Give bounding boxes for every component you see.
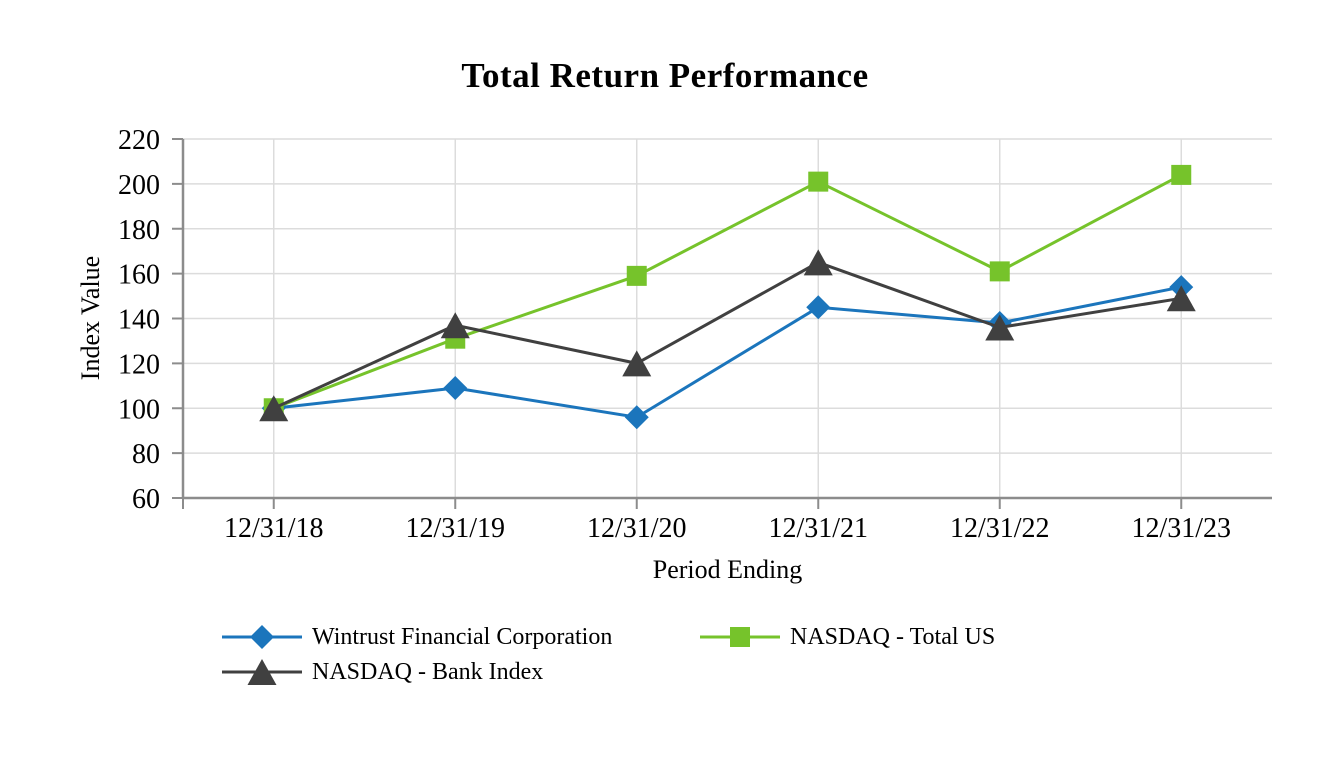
y-tick-label: 160 bbox=[118, 260, 160, 291]
diamond-marker bbox=[806, 295, 831, 320]
square-marker bbox=[808, 171, 829, 192]
x-tick-label: 12/31/23 bbox=[1131, 513, 1231, 544]
x-tick-label: 12/31/19 bbox=[405, 513, 505, 544]
x-tick-label: 12/31/18 bbox=[224, 513, 324, 544]
square-marker bbox=[1171, 164, 1192, 185]
y-tick-label: 180 bbox=[118, 215, 160, 246]
triangle-legend-marker-icon bbox=[222, 659, 302, 685]
y-tick-label: 140 bbox=[118, 305, 160, 336]
series-nasdaq-bank-index bbox=[259, 249, 1196, 422]
series-nasdaq-total-us bbox=[263, 164, 1192, 419]
x-tick-label: 12/31/21 bbox=[768, 513, 868, 544]
nasdaq-total-us-line bbox=[273, 173, 1182, 410]
legend-label-wintrust: Wintrust Financial Corporation bbox=[312, 623, 613, 650]
legend-item-wintrust: Wintrust Financial Corporation bbox=[222, 622, 700, 652]
legend-label-nasdaq-bank-index: NASDAQ - Bank Index bbox=[312, 658, 544, 685]
square-legend-marker-icon bbox=[700, 627, 780, 647]
triangle-marker bbox=[985, 314, 1015, 341]
legend-label-nasdaq-total-us: NASDAQ - Total US bbox=[790, 623, 996, 650]
nasdaq-total-us-square-swatch-icon bbox=[700, 623, 780, 651]
legend-item-nasdaq-total-us: NASDAQ - Total US bbox=[700, 622, 1030, 652]
wintrust-diamond-swatch-icon bbox=[222, 623, 302, 651]
nasdaq-bank-index-triangle-swatch-icon bbox=[222, 658, 302, 686]
triangle-marker bbox=[440, 312, 470, 339]
y-tick-label: 120 bbox=[118, 349, 160, 380]
triangle-marker bbox=[247, 659, 277, 685]
triangle-marker bbox=[622, 350, 652, 377]
y-tick-label: 200 bbox=[118, 170, 160, 201]
triangle-marker bbox=[803, 249, 833, 276]
series-wintrust-financial-corporation bbox=[261, 275, 1194, 430]
x-axis-title: Period Ending bbox=[653, 555, 803, 584]
x-tick-label: 12/31/20 bbox=[587, 513, 687, 544]
chart-legend: Wintrust Financial Corporation NASDAQ - … bbox=[222, 622, 1058, 687]
y-tick-label: 220 bbox=[118, 125, 160, 156]
diamond-marker bbox=[624, 405, 649, 430]
line-chart-plot: 60 80 100 120 140 160 180 200 220 12/31/18 12/31/1… bbox=[76, 125, 1272, 584]
triangle-marker bbox=[259, 395, 289, 422]
chart-title: Total Return Performance bbox=[461, 56, 869, 95]
nasdaq-bank-index-line bbox=[273, 260, 1182, 410]
square-marker bbox=[730, 627, 750, 647]
square-marker bbox=[626, 265, 647, 286]
legend-item-nasdaq-bank-index: NASDAQ - Bank Index bbox=[222, 657, 692, 687]
wintrust-financial-corporation-line bbox=[273, 285, 1182, 419]
y-tick-label: 60 bbox=[132, 484, 160, 515]
square-marker bbox=[989, 261, 1010, 282]
y-tick-label: 80 bbox=[132, 439, 160, 470]
y-tick-label: 100 bbox=[118, 394, 160, 425]
x-tick-label: 12/31/22 bbox=[950, 513, 1050, 544]
triangle-marker bbox=[1166, 285, 1196, 312]
diamond-legend-marker-icon bbox=[222, 625, 302, 649]
diamond-marker bbox=[443, 376, 468, 401]
y-axis-title: Index Value bbox=[76, 256, 105, 380]
diamond-marker bbox=[250, 625, 274, 649]
